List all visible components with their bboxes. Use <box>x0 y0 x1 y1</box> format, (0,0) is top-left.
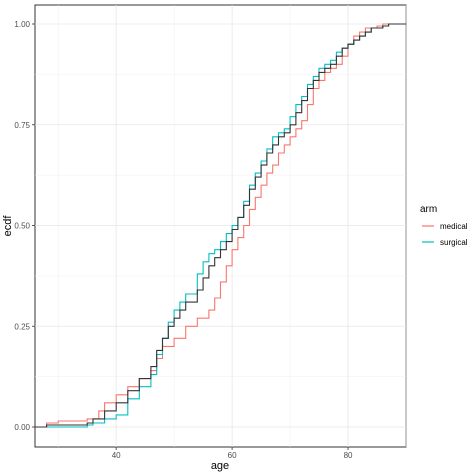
x-axis-ticks: 40 60 80 <box>112 447 353 460</box>
x-tick-label: 80 <box>344 451 353 460</box>
y-tick-label: 0.25 <box>14 322 30 331</box>
y-axis-ticks: 0.00 0.25 0.50 0.75 1.00 <box>14 20 35 432</box>
y-tick-label: 0.75 <box>14 121 30 130</box>
legend: arm medical surgical <box>420 204 468 249</box>
y-tick-label: 1.00 <box>14 20 30 29</box>
legend-title: arm <box>420 204 437 215</box>
legend-label-medical: medical <box>440 222 468 231</box>
series-line-overall <box>35 23 406 428</box>
y-tick-label: 0.50 <box>14 222 30 231</box>
series-lines <box>35 23 406 428</box>
panel-border <box>34 4 407 448</box>
legend-label-surgical: surgical <box>440 238 468 247</box>
x-tick-label: 40 <box>112 451 121 460</box>
legend-keys: medical surgical <box>420 219 468 249</box>
grid-lines <box>35 5 407 447</box>
x-axis-title: age <box>211 460 229 472</box>
y-tick-label: 0.00 <box>14 423 30 432</box>
y-axis-title: ecdf <box>2 215 14 237</box>
x-tick-label: 60 <box>228 451 237 460</box>
